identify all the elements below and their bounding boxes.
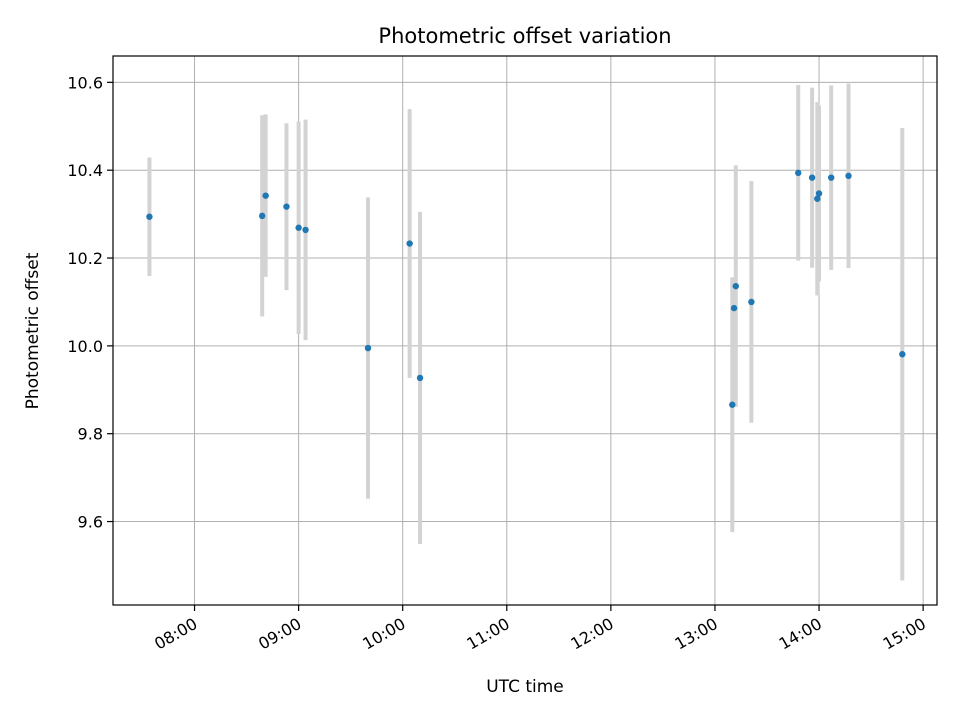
y-tick-label: 9.8	[78, 425, 103, 444]
y-tick-label: 9.6	[78, 513, 103, 532]
data-point	[899, 351, 906, 358]
x-axis-label: UTC time	[486, 677, 564, 697]
data-point	[364, 344, 372, 352]
data-point	[416, 374, 424, 382]
y-axis-ticks: 9.6 9.8 10.0 10.2 10.4 10.6	[67, 73, 113, 532]
data-point	[827, 174, 835, 181]
data-point	[258, 212, 266, 220]
y-tick-label: 10.0	[67, 337, 103, 356]
y-tick-label: 10.2	[67, 249, 103, 268]
data-point	[406, 240, 413, 247]
data-point	[732, 282, 739, 290]
grid	[113, 56, 937, 605]
data-point	[730, 304, 738, 312]
data-point	[302, 226, 309, 234]
data-points	[146, 169, 906, 408]
chart-title: Photometric offset variation	[378, 24, 671, 48]
plot-frame	[112, 55, 938, 606]
data-point	[295, 224, 302, 231]
data-point	[814, 195, 821, 202]
y-tick-label: 10.4	[67, 161, 103, 180]
data-point	[262, 192, 269, 199]
y-tick-label: 10.6	[67, 73, 103, 92]
y-axis-label: Photometric offset	[23, 252, 43, 409]
data-point	[748, 298, 755, 306]
data-point	[729, 401, 736, 408]
data-point	[283, 203, 290, 210]
data-point	[808, 174, 816, 181]
data-point	[146, 213, 153, 220]
data-point	[795, 169, 802, 177]
data-point	[815, 190, 823, 197]
data-point	[845, 172, 852, 180]
